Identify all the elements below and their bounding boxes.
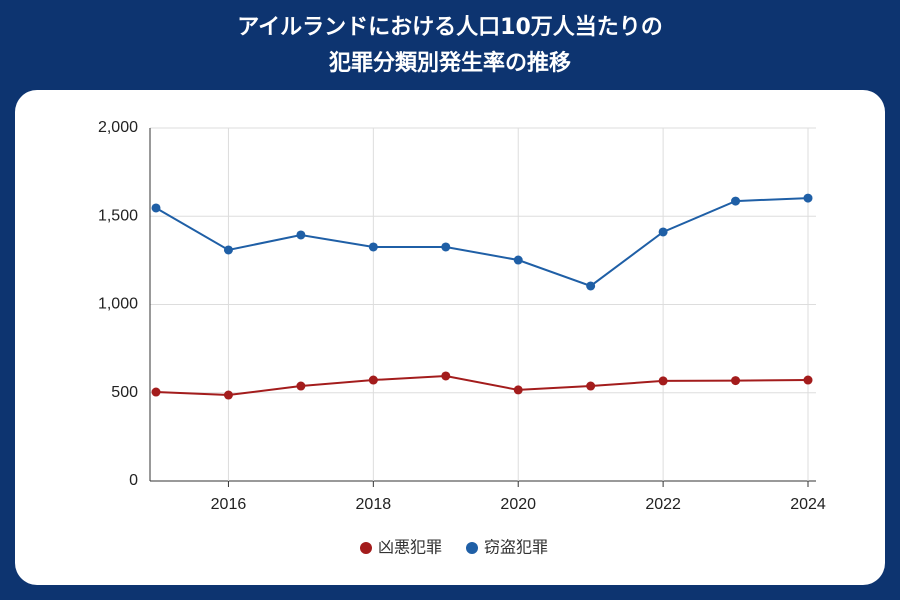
card: [15, 90, 885, 585]
chart-title: アイルランドにおける人口10万人当たりの: [237, 15, 663, 40]
data-point: [223, 390, 233, 400]
data-point: [441, 242, 451, 252]
data-point: [586, 381, 596, 391]
data-point: [803, 375, 813, 385]
chart-title: 犯罪分類別発生率の推移: [328, 50, 571, 76]
data-point: [658, 227, 668, 237]
legend-label: 窃盗犯罪: [484, 538, 548, 557]
legend-marker: [360, 542, 372, 554]
series-line: [155, 197, 809, 288]
data-point: [441, 371, 451, 381]
data-point: [513, 255, 523, 265]
legend-label: 凶悪犯罪: [378, 538, 442, 557]
data-point: [731, 196, 741, 206]
x-tick-label: 2020: [500, 496, 536, 513]
data-point: [586, 281, 596, 291]
y-tick-label: 0: [129, 472, 138, 489]
data-point: [513, 385, 523, 395]
data-point: [296, 230, 306, 240]
x-tick-label: 2024: [790, 496, 826, 513]
y-tick-label: 500: [111, 384, 138, 401]
x-tick-label: 2022: [645, 496, 681, 513]
data-point: [151, 387, 161, 397]
data-point: [151, 203, 161, 213]
data-point: [658, 376, 668, 386]
x-tick-label: 2016: [211, 496, 247, 513]
y-tick-label: 2,000: [98, 119, 138, 136]
data-point: [731, 376, 741, 386]
data-point: [296, 381, 306, 391]
legend-marker: [466, 542, 478, 554]
series-line: [155, 374, 809, 397]
data-point: [368, 242, 378, 252]
data-point: [368, 375, 378, 385]
x-tick-label: 2018: [356, 496, 392, 513]
data-point: [223, 245, 233, 255]
data-point: [803, 193, 813, 203]
y-tick-label: 1,500: [98, 207, 138, 224]
y-tick-label: 1,000: [98, 296, 138, 313]
